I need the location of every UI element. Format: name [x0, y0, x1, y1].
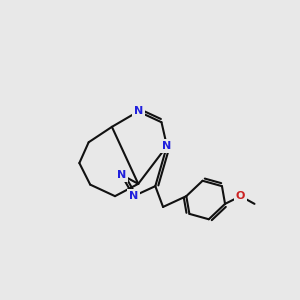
Text: N: N	[162, 141, 172, 151]
Text: N: N	[129, 191, 138, 201]
Text: N: N	[134, 106, 143, 116]
Text: O: O	[236, 191, 245, 201]
Text: N: N	[117, 169, 126, 180]
